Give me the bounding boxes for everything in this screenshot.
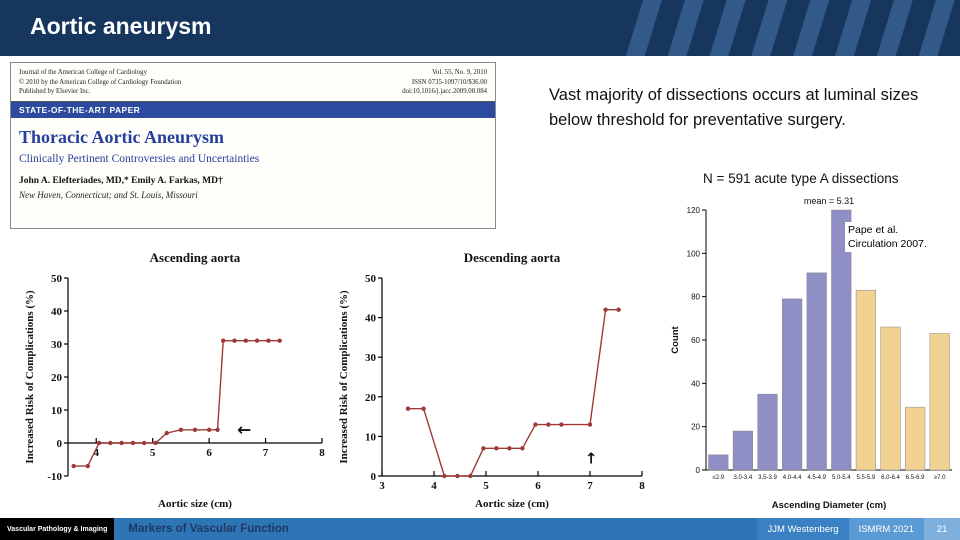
header-diagonal-decoration xyxy=(620,0,960,56)
svg-text:4.5-4.9: 4.5-4.9 xyxy=(807,475,826,481)
paper-issue-line: ISSN 0735-1097/10/$36.00 xyxy=(411,78,487,86)
svg-text:20: 20 xyxy=(51,372,63,384)
svg-text:7: 7 xyxy=(263,447,269,459)
svg-text:20: 20 xyxy=(365,392,377,404)
svg-text:6: 6 xyxy=(535,480,541,492)
ascending-aorta-line-chart: Ascending aorta Increased Risk of Complic… xyxy=(22,248,332,512)
svg-text:←: ← xyxy=(237,420,251,440)
svg-text:5: 5 xyxy=(483,480,489,492)
svg-text:120: 120 xyxy=(687,206,701,215)
paper-section-banner: STATE-OF-THE-ART PAPER xyxy=(11,100,495,118)
paper-title: Thoracic Aortic Aneurysm xyxy=(19,126,224,147)
svg-text:50: 50 xyxy=(51,273,63,285)
paper-authors: John A. Elefteriades, MD,* Emily A. Fark… xyxy=(19,175,223,186)
svg-text:100: 100 xyxy=(687,249,701,258)
svg-text:Increased Risk of Complication: Increased Risk of Complications (%) xyxy=(338,290,350,464)
paper-issue-line: doi:10.1016/j.jacc.2009.08.084 xyxy=(402,88,487,96)
svg-text:10: 10 xyxy=(51,405,63,417)
journal-paper-excerpt: Journal of the American College of Cardi… xyxy=(10,62,496,229)
svg-text:7: 7 xyxy=(587,480,593,492)
svg-text:Ascending aorta: Ascending aorta xyxy=(150,250,241,265)
paper-journal-line: Journal of the American College of Cardi… xyxy=(19,69,147,76)
paper-journal-line: © 2010 by the American College of Cardio… xyxy=(19,78,182,86)
svg-text:30: 30 xyxy=(51,339,63,351)
svg-text:0: 0 xyxy=(57,438,63,450)
svg-text:↑: ↑ xyxy=(585,449,598,467)
paper-journal-info: Journal of the American College of Cardi… xyxy=(19,68,181,97)
paper-journal-line: Published by Elsevier Inc. xyxy=(19,88,91,96)
svg-text:Count: Count xyxy=(670,325,681,353)
svg-text:Ascending Diameter (cm): Ascending Diameter (cm) xyxy=(772,500,887,511)
svg-text:5.0-5.4: 5.0-5.4 xyxy=(832,475,851,481)
svg-text:50: 50 xyxy=(365,273,377,285)
svg-text:8: 8 xyxy=(639,480,645,492)
svg-text:6.5-6.9: 6.5-6.9 xyxy=(906,475,925,481)
svg-text:Increased Risk of Complication: Increased Risk of Complications (%) xyxy=(24,290,36,464)
svg-text:3.5-3.9: 3.5-3.9 xyxy=(758,475,777,481)
svg-text:4.0-4.4: 4.0-4.4 xyxy=(783,475,802,481)
footer-group-label: Vascular Pathology & Imaging xyxy=(0,518,115,540)
svg-text:10: 10 xyxy=(365,431,377,443)
key-message-text: Vast majority of dissections occurs at l… xyxy=(549,86,919,129)
svg-text:40: 40 xyxy=(691,379,700,388)
paper-affiliation: New Haven, Connecticut; and St. Louis, M… xyxy=(19,189,198,200)
svg-text:mean = 5.31: mean = 5.31 xyxy=(804,196,854,206)
descending-aorta-line-chart: Descending aorta Increased Risk of Compli… xyxy=(336,248,652,512)
svg-text:Aortic size (cm): Aortic size (cm) xyxy=(475,498,549,510)
svg-text:≤2.9: ≤2.9 xyxy=(712,475,724,481)
svg-text:Descending aorta: Descending aorta xyxy=(464,250,561,265)
paper-masthead: Journal of the American College of Cardi… xyxy=(11,63,495,101)
svg-text:30: 30 xyxy=(365,352,377,364)
paper-subtitle: Clinically Pertinent Controversies and U… xyxy=(19,152,260,165)
svg-text:≥7.0: ≥7.0 xyxy=(934,475,946,481)
svg-text:6.0-6.4: 6.0-6.4 xyxy=(881,475,900,481)
footer-page-number: 21 xyxy=(924,518,960,540)
slide-header: Aortic aneurysm xyxy=(0,0,960,56)
svg-text:60: 60 xyxy=(691,336,700,345)
svg-text:40: 40 xyxy=(51,306,63,318)
footer-author: JJM Westenberg xyxy=(757,518,849,540)
svg-text:Aortic size (cm): Aortic size (cm) xyxy=(158,498,232,510)
citation-overlay: Pape et al. Circulation 2007. xyxy=(845,222,930,253)
svg-text:4: 4 xyxy=(93,447,99,459)
dissection-diameter-histogram: mean = 5.31 Count Ascending Diameter (cm) 0… xyxy=(668,194,958,512)
svg-text:40: 40 xyxy=(365,313,377,325)
svg-text:20: 20 xyxy=(691,423,700,432)
svg-text:8: 8 xyxy=(319,447,325,459)
citation-line: Circulation 2007. xyxy=(848,238,927,251)
svg-text:4: 4 xyxy=(431,480,437,492)
histogram-caption: N = 591 acute type A dissections xyxy=(703,171,899,186)
svg-text:0: 0 xyxy=(696,466,701,475)
footer-bar: Vascular Pathology & Imaging Markers of … xyxy=(0,518,960,540)
paper-issue-info: Vol. 55, No. 9, 2010 ISSN 0735-1097/10/$… xyxy=(402,68,487,97)
svg-text:3: 3 xyxy=(379,480,385,492)
svg-text:5.5-5.9: 5.5-5.9 xyxy=(857,475,876,481)
svg-text:3.0-3.4: 3.0-3.4 xyxy=(734,475,753,481)
footer-lecture-title: Markers of Vascular Function xyxy=(128,523,289,535)
svg-text:5: 5 xyxy=(150,447,156,459)
footer-section-bar: Markers of Vascular Function xyxy=(114,518,758,540)
svg-text:6: 6 xyxy=(206,447,212,459)
footer-conference: ISMRM 2021 xyxy=(848,518,924,540)
paper-body: Thoracic Aortic Aneurysm Clinically Pert… xyxy=(11,118,495,200)
citation-line: Pape et al. xyxy=(848,224,899,236)
paper-issue-line: Vol. 55, No. 9, 2010 xyxy=(431,69,487,76)
svg-text:80: 80 xyxy=(691,293,700,302)
slide-title: Aortic aneurysm xyxy=(30,13,212,39)
svg-text:0: 0 xyxy=(371,471,377,483)
svg-text:-10: -10 xyxy=(47,471,62,483)
